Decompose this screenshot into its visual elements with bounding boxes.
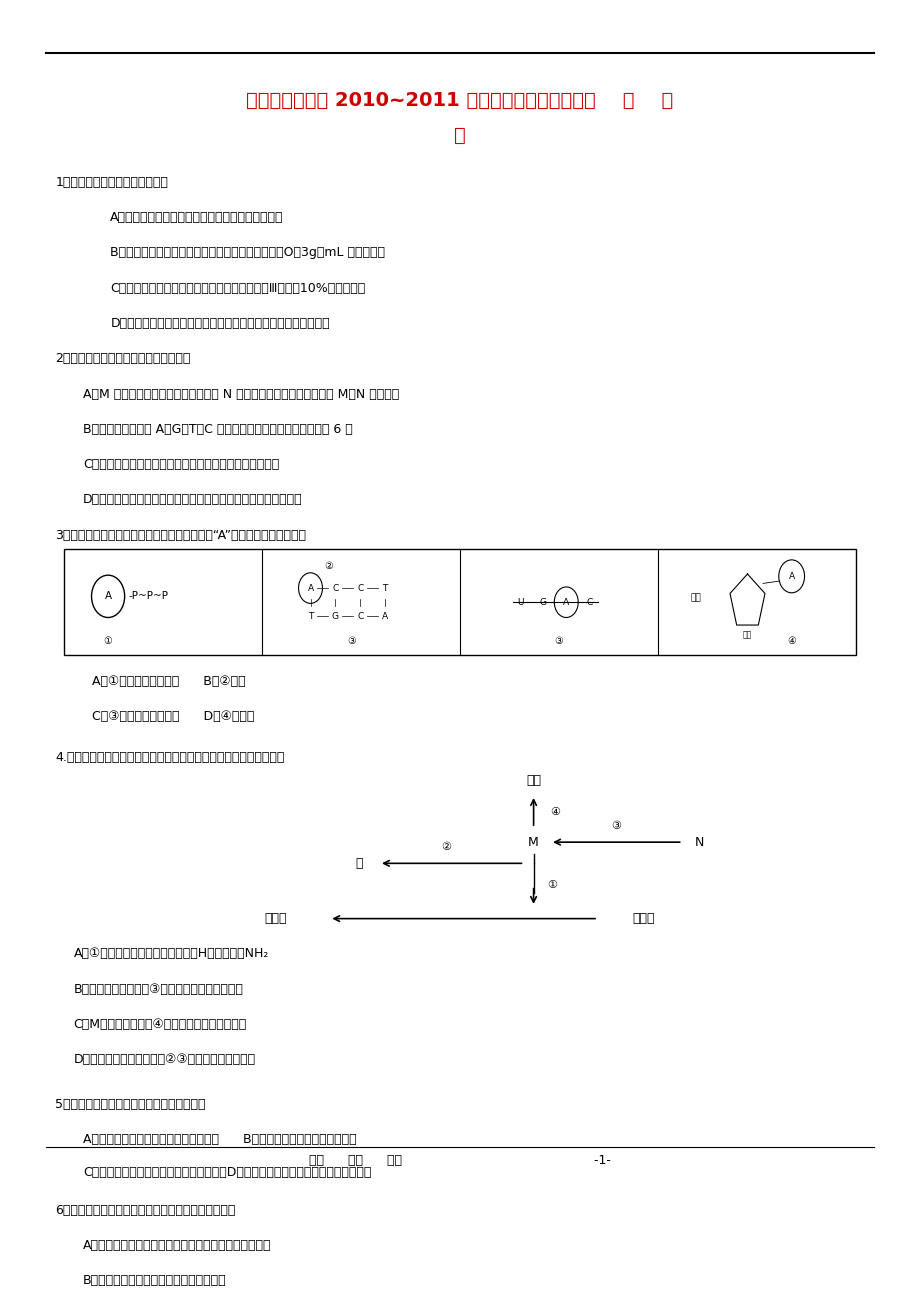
- Text: A: A: [381, 612, 388, 621]
- Text: T: T: [308, 612, 312, 621]
- Text: 6．下列关于生物体主要化学成分的叙述，不正确的是: 6．下列关于生物体主要化学成分的叙述，不正确的是: [55, 1204, 235, 1217]
- Text: 氨基酸: 氨基酸: [632, 913, 654, 926]
- Text: C: C: [357, 612, 363, 621]
- Text: -P~P~P: -P~P~P: [129, 591, 168, 602]
- Text: ②: ②: [324, 561, 333, 572]
- Text: C．脸氧核糖核苷酸是生物的遗传物质之一D．脂肪和生长激素是生物体内的能源物质: C．脸氧核糖核苷酸是生物的遗传物质之一D．脂肪和生长激素是生物体内的能源物质: [83, 1167, 370, 1180]
- Bar: [64, 549, 855, 655]
- Text: A: A: [105, 591, 111, 602]
- Text: A．①腺嘴呐核糖核苷酸      B．②腺苷: A．①腺嘴呐核糖核苷酸 B．②腺苷: [92, 674, 245, 687]
- Text: A．严重缺铁的病人可能会出现乳酸中毒      B．糖原代谢的最终产物是葫萄糖: A．严重缺铁的病人可能会出现乳酸中毒 B．糖原代谢的最终产物是葫萄糖: [83, 1133, 356, 1146]
- Text: ③: ③: [611, 820, 620, 831]
- Text: A．用鸡蛋清做鉴定蛋白质的实验，要用双缩脿溶液: A．用鸡蛋清做鉴定蛋白质的实验，要用双缩脿溶液: [110, 211, 284, 224]
- Text: ④: ④: [787, 635, 795, 646]
- Text: ③: ③: [347, 635, 356, 646]
- Text: G: G: [539, 598, 546, 607]
- Text: 蛋白质: 蛋白质: [265, 913, 287, 926]
- Text: U: U: [516, 598, 523, 607]
- Text: N: N: [694, 836, 703, 849]
- Text: ④: ④: [550, 806, 560, 816]
- Text: ③: ③: [554, 635, 562, 646]
- Text: D．细胞中氨基酸种类和数量相同的蛋白质不一定是同一种蛋白质: D．细胞中氨基酸种类和数量相同的蛋白质不一定是同一种蛋白质: [83, 493, 302, 506]
- Text: G: G: [332, 612, 338, 621]
- Text: M: M: [528, 836, 539, 849]
- Text: 2．下列关于生物大分子的叙述正确的是: 2．下列关于生物大分子的叙述正确的是: [55, 353, 190, 366]
- Text: D．存氧气充足的情况下，②③过程发生于线粒体中: D．存氧气充足的情况下，②③过程发生于线粒体中: [74, 1053, 255, 1066]
- Text: ②: ②: [441, 842, 450, 852]
- Text: C．M物质是丙酮酸，④过程不会发生在线粒体中: C．M物质是丙酮酸，④过程不会发生在线粒体中: [74, 1018, 246, 1031]
- Text: C: C: [332, 583, 338, 592]
- Text: 乳酸: 乳酸: [526, 775, 540, 788]
- Text: C: C: [357, 583, 363, 592]
- Text: 核糖: 核糖: [742, 630, 752, 639]
- Text: 用心      爱心      专心                                                -1-: 用心 爱心 专心 -1-: [309, 1155, 610, 1168]
- Text: ①: ①: [104, 635, 112, 646]
- Text: C．用浸泡过的花生种子鉴定脂肪，需要用苏丹Ⅲ染液、10%酒精「清水: C．用浸泡过的花生种子鉴定脂肪，需要用苏丹Ⅲ染液、10%酒精「清水: [110, 281, 365, 294]
- Text: 3．在下列四种化合物的化学组成中，与圆圈中“A”所对应的名称相符的是: 3．在下列四种化合物的化学组成中，与圆圈中“A”所对应的名称相符的是: [55, 529, 306, 542]
- Text: 水: 水: [355, 857, 362, 870]
- Text: 长春外国语学校 2010~2011 学年第二学期期末考试高    二    理: 长春外国语学校 2010~2011 学年第二学期期末考试高 二 理: [246, 90, 673, 109]
- Text: ①: ①: [547, 880, 557, 891]
- Text: A．M 个氨基酸构成的蛋白质分子，有 N 条环状肽链，其完全水解共需 M－N 个水分子: A．M 个氨基酸构成的蛋白质分子，有 N 条环状肽链，其完全水解共需 M－N 个…: [83, 388, 399, 401]
- Text: D．用淡粉酶探究温度影响酶活性的实验，不适宜用斐林试剂鉴定: D．用淡粉酶探究温度影响酶活性的实验，不适宜用斐林试剂鉴定: [110, 316, 330, 329]
- Text: 科: 科: [454, 126, 465, 145]
- Text: A: A: [307, 583, 313, 592]
- Text: B．在缺氧的情况下，③过程中不会发生脱氢反应: B．在缺氧的情况下，③过程中不会发生脱氢反应: [74, 983, 244, 996]
- Text: A．①过程发生在核糖体中，水中的H只来自于－NH₂: A．①过程发生在核糖体中，水中的H只来自于－NH₂: [74, 948, 268, 961]
- Text: C．糖原、脂肪、蛋白质和核糖都是生物体内高分子化合物: C．糖原、脂肪、蛋白质和核糖都是生物体内高分子化合物: [83, 458, 278, 471]
- Text: B．在小麦细胞中由 A、G、T、C 四种碳基参与构成的核苷酸最多有 6 种: B．在小麦细胞中由 A、G、T、C 四种碳基参与构成的核苷酸最多有 6 种: [83, 423, 352, 436]
- Text: B．脸氧核糖核酸是染色体的主要成分之一: B．脸氧核糖核酸是染色体的主要成分之一: [83, 1275, 226, 1288]
- Text: C．③腺嘴呐脇氧核苷酸      D．④腺嘴呐: C．③腺嘴呐脇氧核苷酸 D．④腺嘴呐: [92, 710, 254, 723]
- Text: 4.右图表示人体内氧元素随化合物代谢转移过程，下列分析合理的是: 4.右图表示人体内氧元素随化合物代谢转移过程，下列分析合理的是: [55, 751, 284, 764]
- Text: A．蛋白质的多样性与氨基酸的种类、数目、排序等有关: A．蛋白质的多样性与氨基酸的种类、数目、排序等有关: [83, 1240, 271, 1253]
- Text: T: T: [382, 583, 387, 592]
- Text: 磷酸: 磷酸: [689, 592, 700, 602]
- Text: B．用紫色洋葱鲞片叶外表皮做质壁分离实验，常用O．3g／mL 葫萄糖溶液: B．用紫色洋葱鲞片叶外表皮做质壁分离实验，常用O．3g／mL 葫萄糖溶液: [110, 246, 385, 259]
- Text: 5．下列关于细胞内化合物的叙述，正确的是: 5．下列关于细胞内化合物的叙述，正确的是: [55, 1098, 206, 1111]
- Text: 1．下面有关实验的叙述正确的是: 1．下面有关实验的叙述正确的是: [55, 176, 168, 189]
- Text: C: C: [585, 598, 592, 607]
- Text: A: A: [788, 572, 794, 581]
- Text: A: A: [562, 598, 569, 607]
